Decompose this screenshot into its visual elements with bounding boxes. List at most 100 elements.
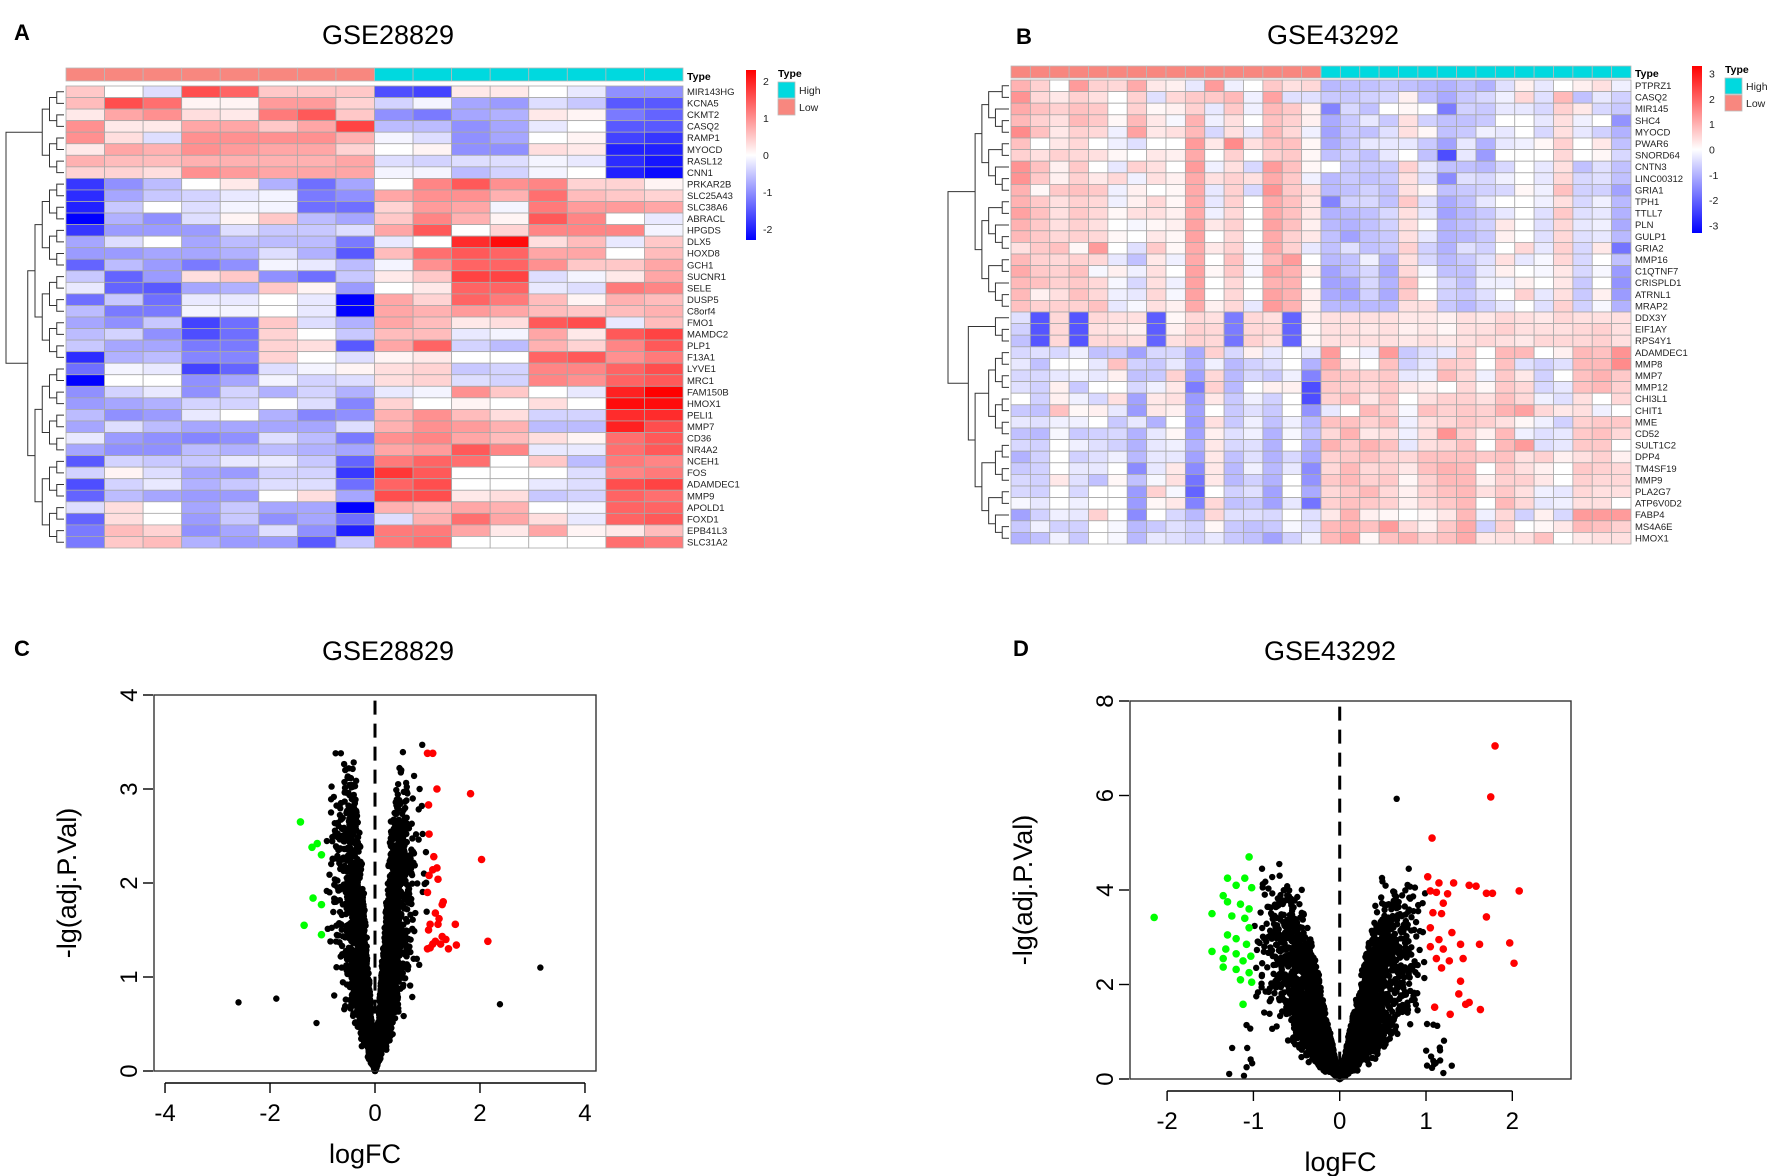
heatmap-cell: [1378, 415, 1399, 429]
heatmap-cell: [1088, 126, 1109, 139]
heatmap-cell: [1320, 299, 1341, 313]
heatmap-cell: [181, 166, 221, 179]
heatmap-cell: [1611, 126, 1632, 139]
heatmap-cell: [566, 316, 607, 329]
heatmap-cell: [219, 143, 260, 156]
heatmap-cell: [566, 536, 607, 549]
heatmap-cell: [1533, 311, 1554, 325]
heatmap-cell: [605, 177, 645, 191]
heatmap-cell: [1068, 102, 1089, 116]
heatmap-cell: [374, 108, 414, 122]
heatmap-cell: [1417, 299, 1438, 313]
heatmap-cell: [1320, 79, 1341, 93]
heatmap-cell: [605, 385, 645, 399]
heatmap-cell: [104, 478, 144, 491]
heatmap-cell: [1146, 183, 1167, 197]
heatmap-cell: [1514, 485, 1535, 499]
gene-label: APOLD1: [687, 503, 725, 514]
heatmap-cell: [489, 466, 530, 480]
heatmap-cell: [1533, 450, 1554, 464]
heatmap-cell: [219, 478, 260, 491]
heatmap-cell: [1398, 346, 1419, 359]
heatmap-cell: [1456, 79, 1477, 93]
heatmap-cell: [1320, 218, 1341, 232]
type-annotation-cell: [605, 67, 645, 82]
gene-label: HMOX1: [687, 399, 721, 410]
heatmap-cell: [374, 512, 414, 526]
heatmap-cell: [1281, 404, 1303, 417]
heatmap-cell: [1339, 160, 1361, 174]
heatmap-cell: [65, 154, 105, 168]
heatmap-cell: [1436, 230, 1458, 243]
heatmap-cell: [489, 235, 530, 249]
heatmap-cell: [1010, 91, 1031, 104]
heatmap-cell: [181, 455, 221, 468]
heatmap-cell: [451, 108, 491, 122]
heatmap-cell: [1049, 195, 1070, 209]
color-scale-tick: -1: [763, 187, 772, 199]
heatmap-cell: [142, 466, 183, 480]
heatmap-cell: [1243, 114, 1264, 127]
volcano-point-ns: [394, 791, 402, 798]
heatmap-cell: [1049, 160, 1070, 174]
gene-label: MIR145: [1635, 104, 1668, 115]
heatmap-cell: [1088, 369, 1109, 383]
heatmap-cell: [1088, 323, 1109, 336]
heatmap-cell: [1204, 450, 1225, 464]
heatmap-cell: [181, 432, 221, 445]
heatmap-cell: [1146, 195, 1167, 209]
heatmap-cell: [374, 189, 414, 202]
heatmap-cell: [1029, 172, 1051, 185]
heatmap-cell: [528, 512, 568, 526]
heatmap-cell: [605, 374, 645, 387]
gene-label: NR4A2: [687, 445, 718, 456]
heatmap-cell: [605, 97, 645, 110]
gene-label: FAM150B: [687, 387, 729, 398]
heatmap-cell: [1301, 462, 1322, 475]
heatmap-cell: [1553, 427, 1574, 441]
heatmap-cell: [374, 305, 414, 318]
heatmap-cell: [1533, 172, 1554, 185]
heatmap-cell: [1553, 126, 1574, 139]
heatmap-cell: [258, 339, 298, 353]
heatmap-cell: [566, 362, 607, 376]
heatmap-cell: [1204, 532, 1225, 545]
heatmap-cell: [1204, 114, 1225, 127]
dendrogram-branch: [49, 466, 57, 491]
heatmap-cell: [1533, 218, 1554, 232]
gene-label: MIR143HG: [687, 87, 735, 98]
heatmap-cell: [1223, 91, 1244, 104]
gene-label: PLA2G7: [1635, 487, 1671, 498]
heatmap-cell: [1553, 183, 1574, 197]
heatmap-cell: [1029, 183, 1051, 197]
heatmap-cell: [1591, 346, 1613, 359]
heatmap-cell: [1436, 427, 1458, 441]
heatmap-cell: [1262, 137, 1283, 151]
heatmap-cell: [1320, 265, 1341, 278]
heatmap-cell: [374, 351, 414, 364]
heatmap-cell: [1436, 520, 1458, 533]
heatmap-cell: [1553, 404, 1574, 417]
heatmap-cell: [1223, 195, 1244, 209]
gene-label: SLC25A43: [687, 191, 733, 202]
gene-label: GULP1: [1635, 232, 1666, 243]
heatmap-cell: [1436, 508, 1458, 522]
heatmap-cell: [605, 281, 645, 295]
heatmap-cell: [1184, 207, 1206, 220]
heatmap-cell: [566, 305, 607, 318]
heatmap-cell: [644, 201, 684, 214]
gene-label: NCEH1: [687, 457, 719, 468]
heatmap-cell: [1475, 462, 1496, 475]
heatmap-cell: [1514, 427, 1535, 441]
heatmap-cell: [1126, 485, 1148, 499]
color-scale-tick: 3: [1709, 69, 1715, 81]
heatmap-cell: [1262, 114, 1283, 127]
heatmap-cell: [1514, 462, 1535, 475]
heatmap-cell: [1262, 195, 1283, 209]
heatmap-cell: [142, 328, 183, 341]
color-scale-tick: 2: [1709, 94, 1715, 106]
heatmap-cell: [1301, 357, 1322, 371]
heatmap-cell: [1456, 450, 1477, 464]
heatmap-cell: [1088, 288, 1109, 301]
type-annotation-cell: [412, 67, 453, 82]
